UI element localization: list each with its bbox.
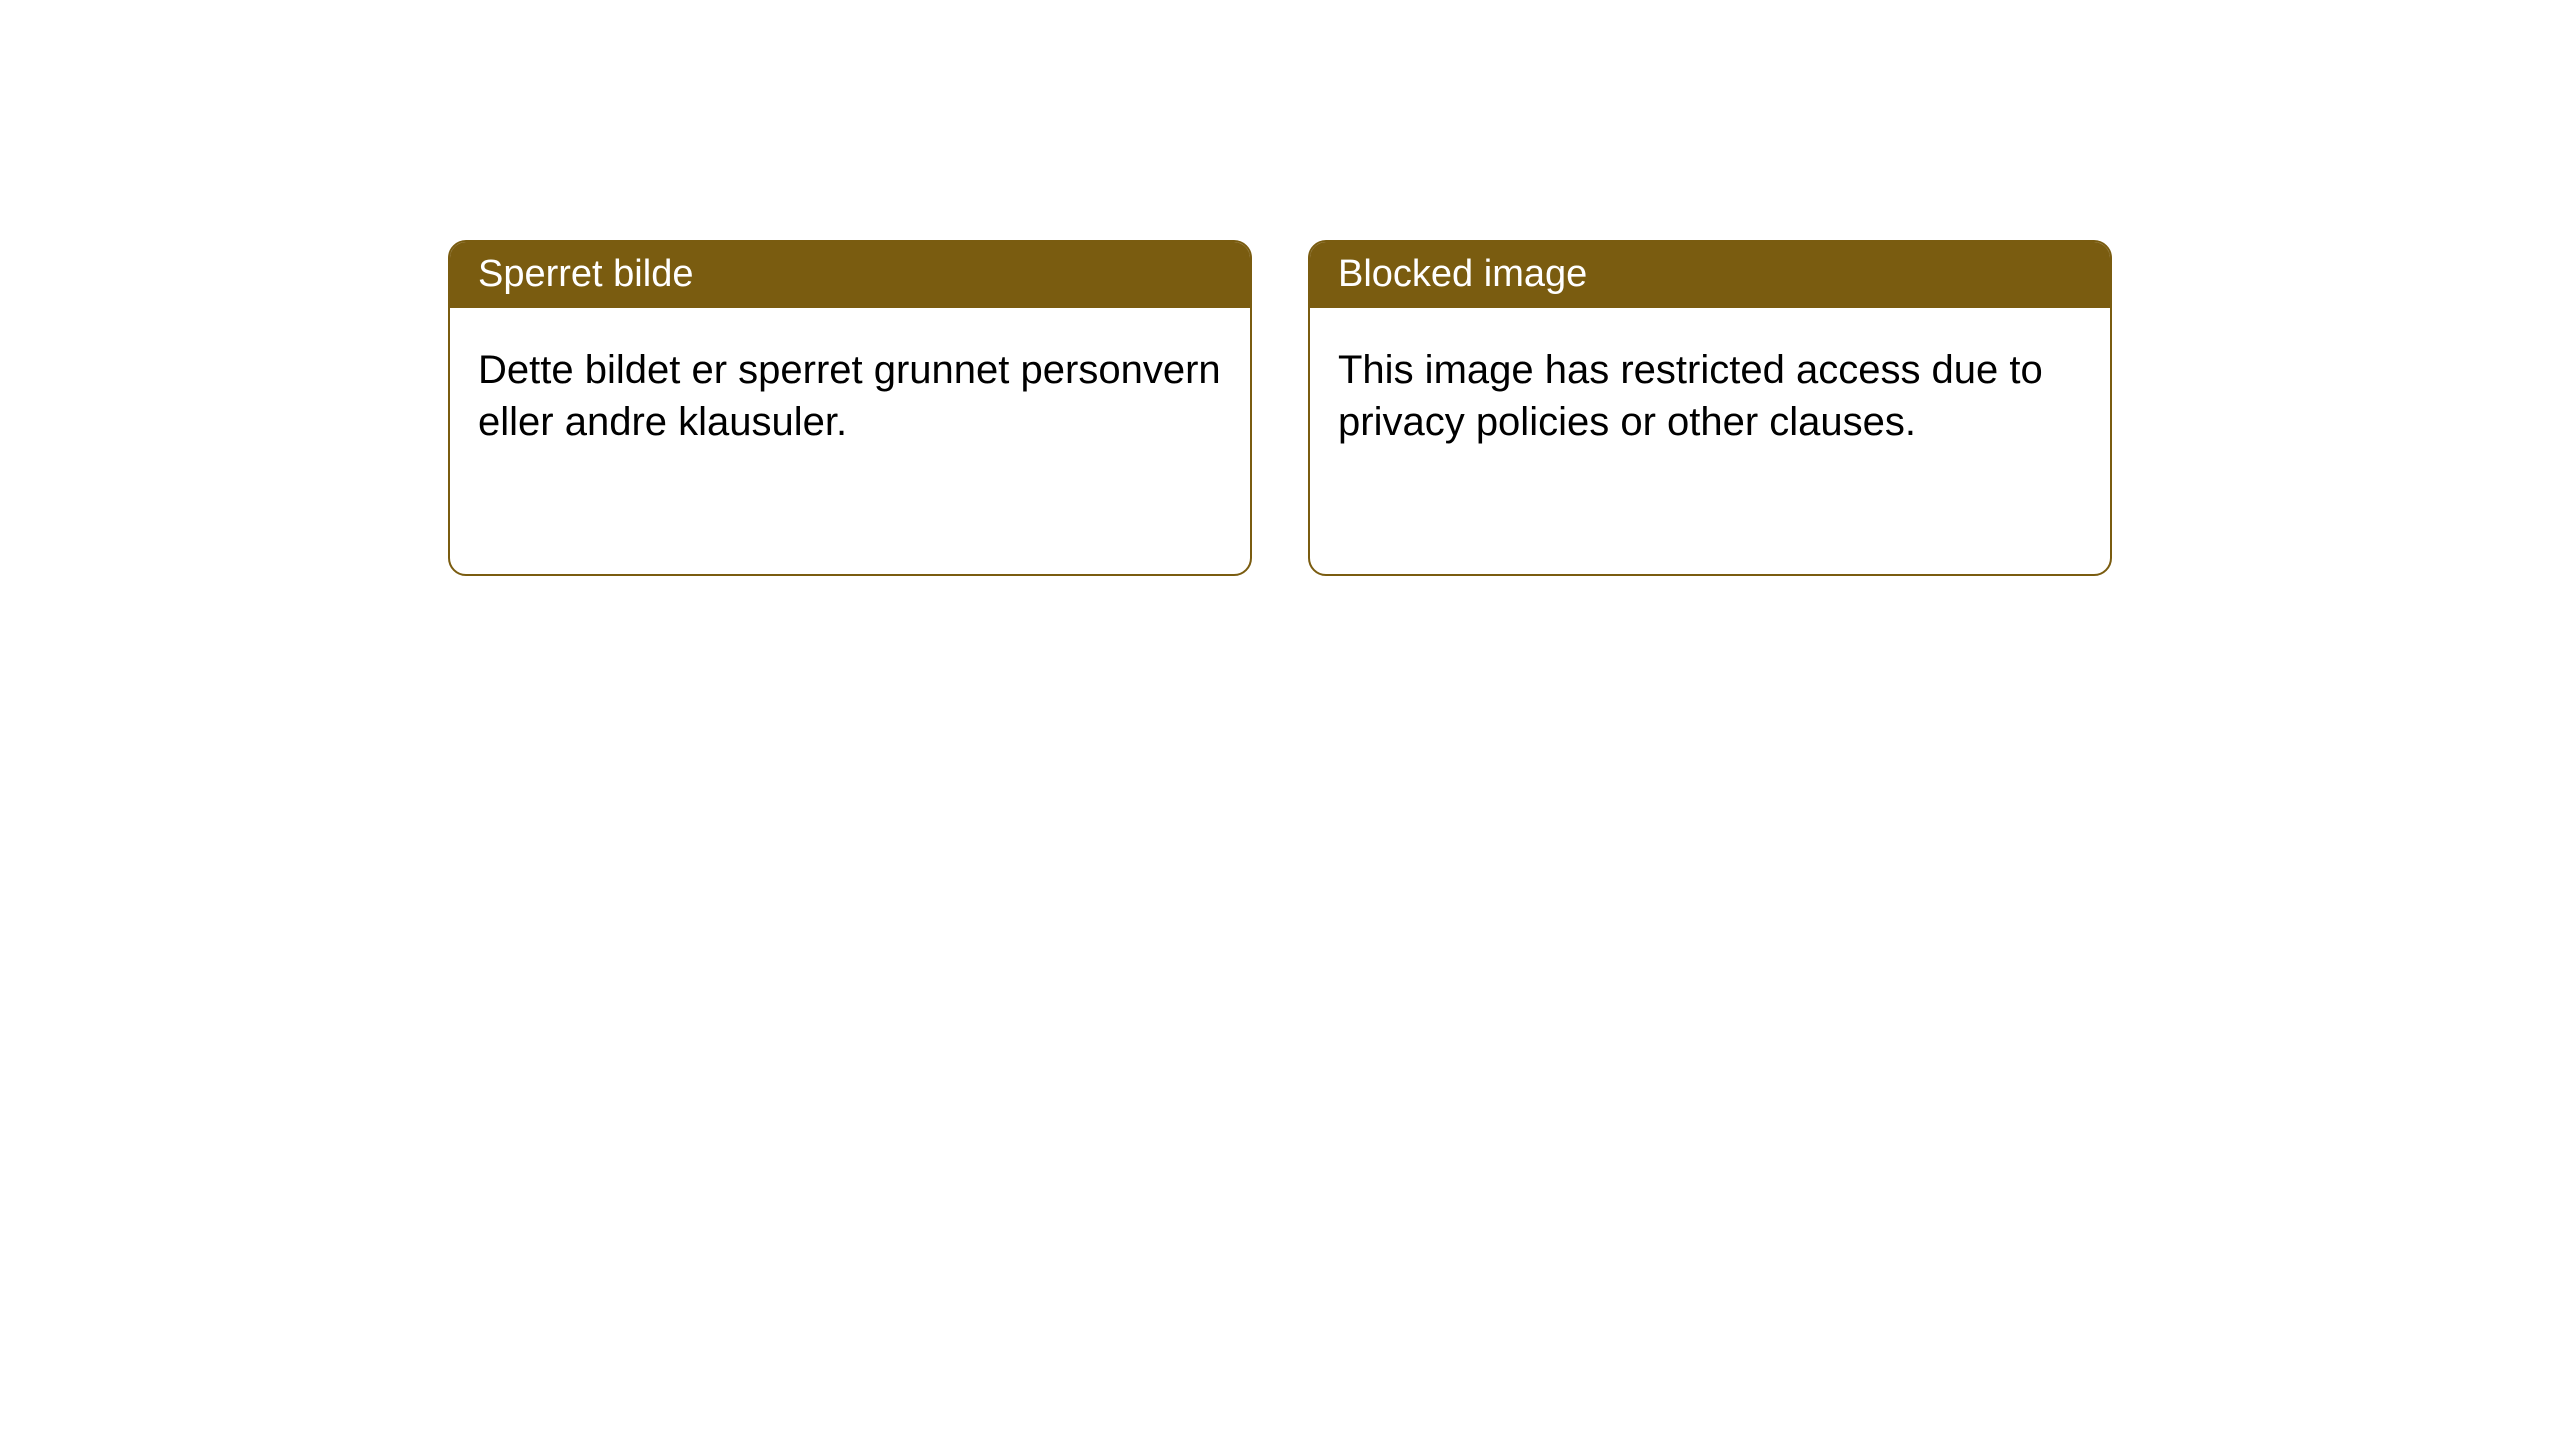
notice-box-norwegian: Sperret bilde Dette bildet er sperret gr… <box>448 240 1252 576</box>
notice-body-norwegian: Dette bildet er sperret grunnet personve… <box>450 308 1250 484</box>
notices-container: Sperret bilde Dette bildet er sperret gr… <box>448 240 2112 576</box>
notice-header-english: Blocked image <box>1310 242 2110 308</box>
notice-header-norwegian: Sperret bilde <box>450 242 1250 308</box>
notice-body-english: This image has restricted access due to … <box>1310 308 2110 484</box>
notice-box-english: Blocked image This image has restricted … <box>1308 240 2112 576</box>
